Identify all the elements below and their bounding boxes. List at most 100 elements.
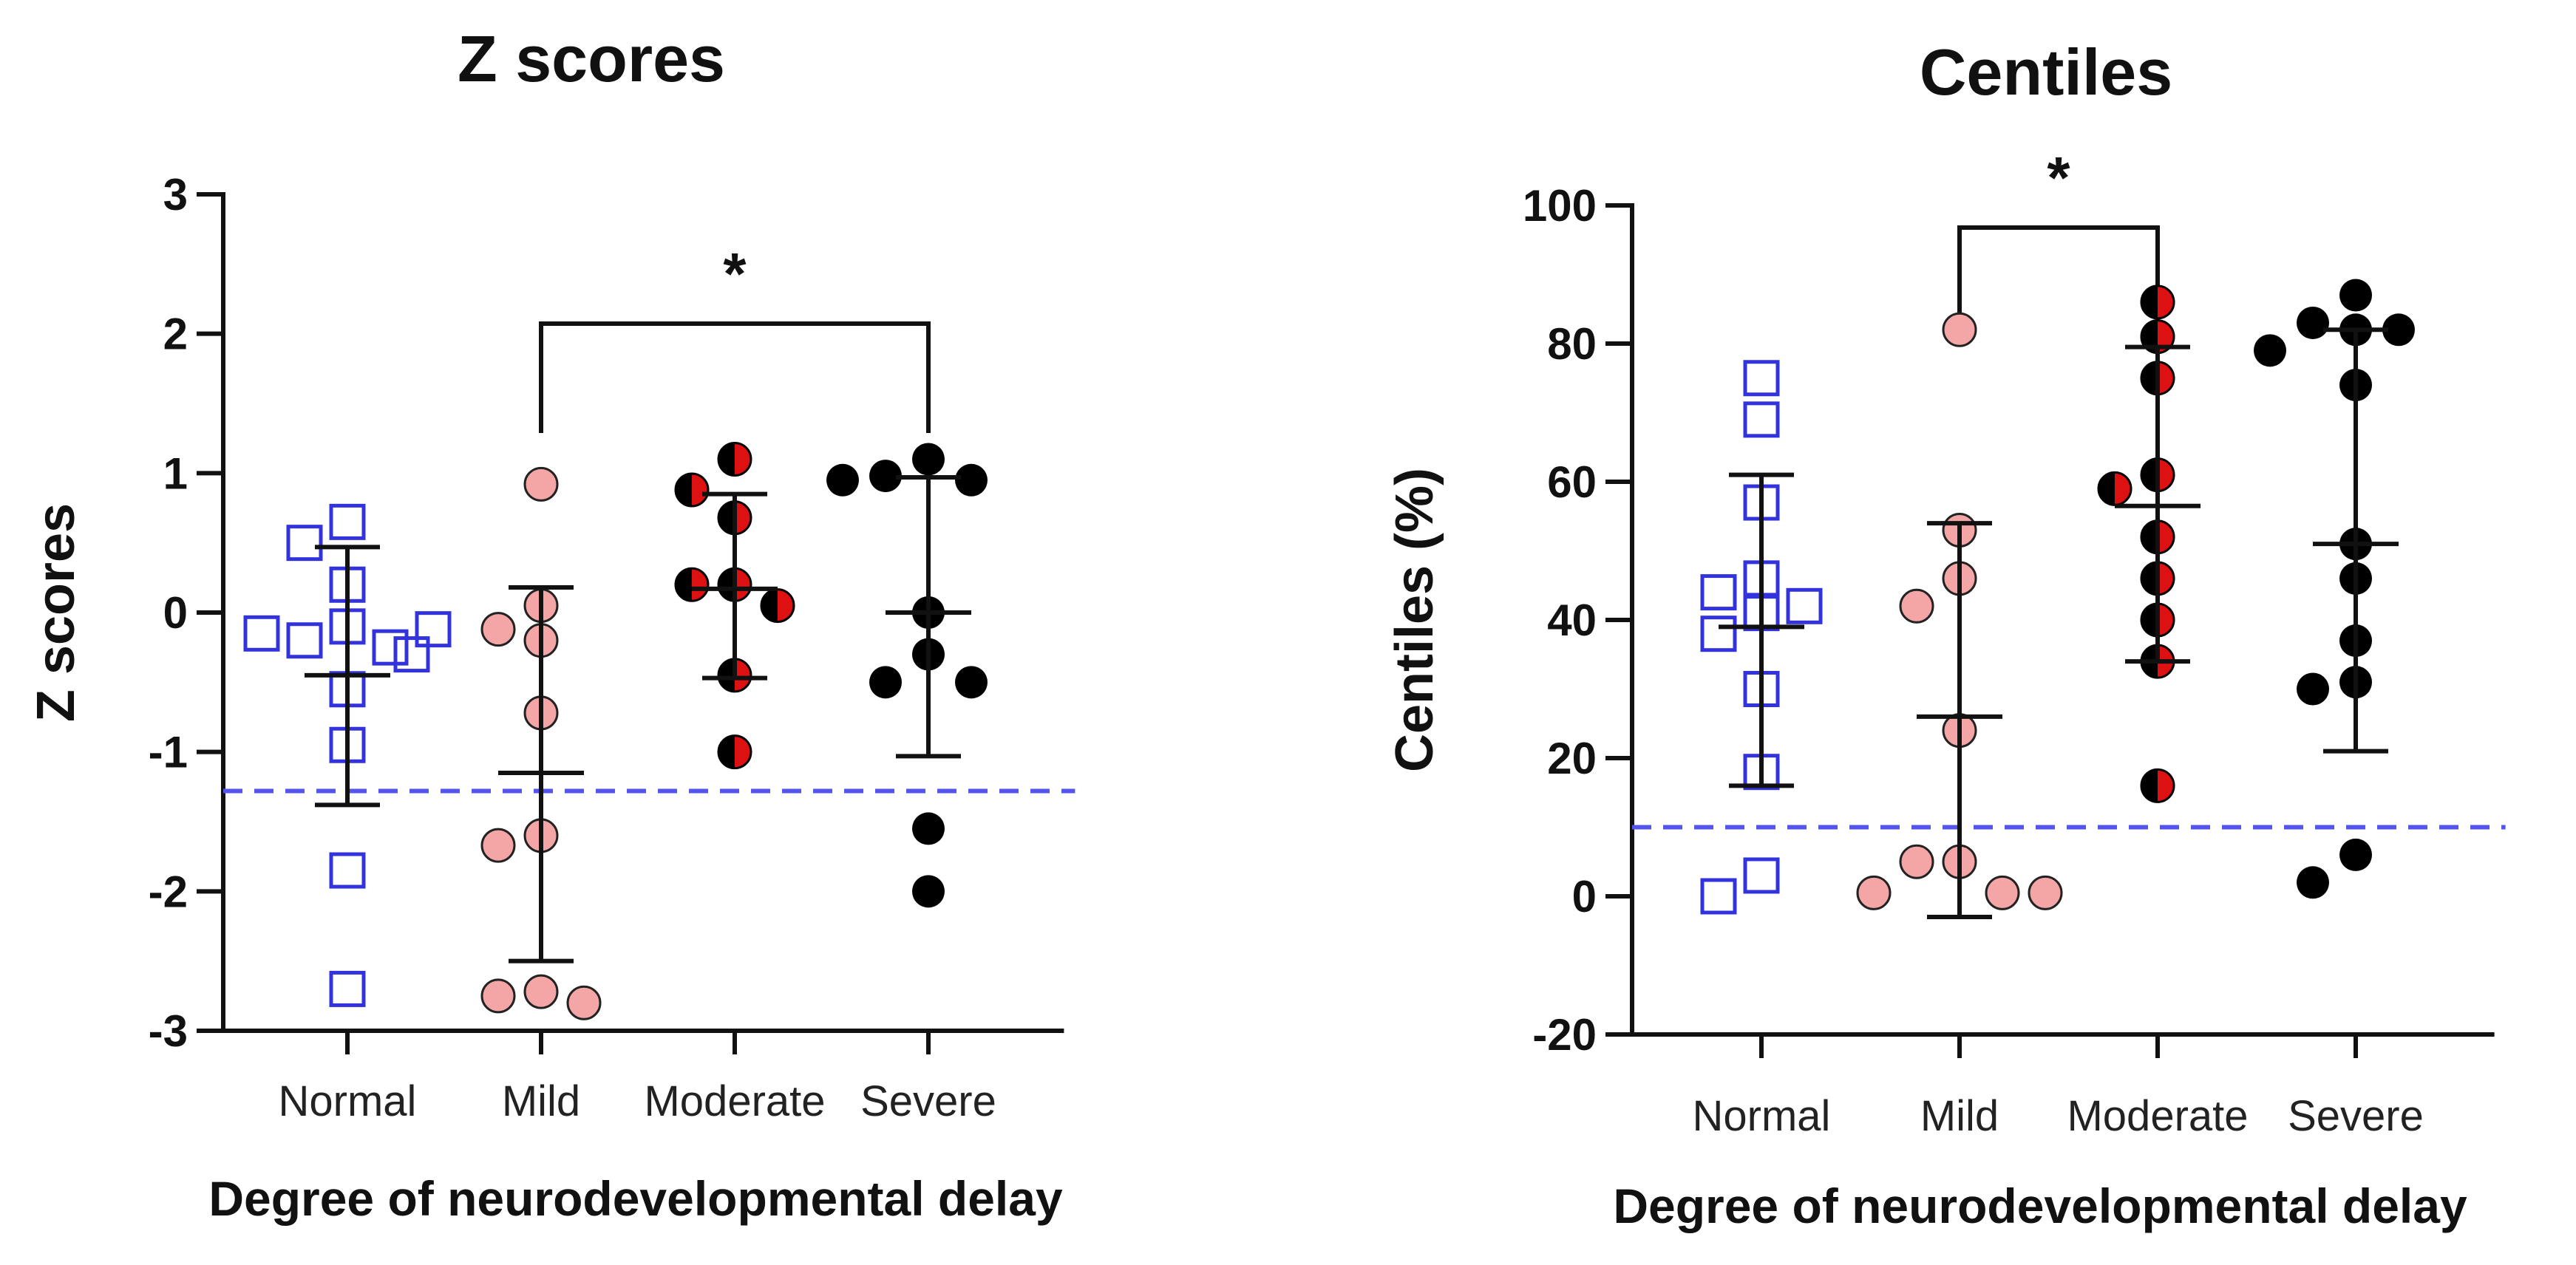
data-point bbox=[393, 636, 430, 673]
significance-star: * bbox=[723, 241, 747, 307]
data-point bbox=[955, 666, 988, 699]
data-point bbox=[912, 443, 945, 476]
data-point bbox=[329, 970, 366, 1007]
series-mild bbox=[1856, 312, 2063, 920]
data-point bbox=[1700, 574, 1737, 611]
data-point-half bbox=[718, 501, 735, 534]
data-point-half bbox=[2141, 562, 2158, 595]
series-normal bbox=[243, 503, 452, 1007]
data-point bbox=[717, 734, 752, 770]
data-point bbox=[480, 978, 516, 1014]
y-axis-title: Z scores bbox=[27, 503, 86, 722]
data-point bbox=[2297, 866, 2329, 899]
data-point bbox=[1786, 587, 1823, 624]
data-point-half bbox=[2141, 604, 2158, 636]
data-point-half bbox=[2141, 769, 2158, 802]
data-point bbox=[2254, 334, 2286, 367]
x-category-label: Mild bbox=[1920, 1092, 1999, 1140]
data-point-half bbox=[2141, 458, 2158, 491]
y-tick-label: 20 bbox=[1547, 734, 1597, 783]
data-point bbox=[2140, 768, 2175, 803]
data-point bbox=[1700, 878, 1737, 915]
data-point bbox=[329, 503, 366, 540]
x-category-label: Moderate bbox=[644, 1077, 825, 1125]
centiles-chart: Centiles Centiles (%) Degree of neurodevel… bbox=[1385, 35, 2506, 1233]
chart-title: Centiles bbox=[1920, 35, 2172, 109]
x-axis-title: Degree of neurodevelopmental delay bbox=[1613, 1179, 2467, 1233]
data-point bbox=[523, 466, 559, 502]
data-point bbox=[523, 974, 559, 1009]
series-normal bbox=[1700, 360, 1823, 915]
y-tick-label: -20 bbox=[1532, 1010, 1597, 1060]
y-tick-label: 1 bbox=[163, 449, 188, 498]
y-tick-label: -3 bbox=[149, 1006, 188, 1056]
data-point bbox=[1700, 616, 1737, 652]
data-point bbox=[2297, 672, 2329, 706]
data-point bbox=[2140, 284, 2175, 320]
data-point bbox=[2297, 306, 2329, 339]
x-category-label: Severe bbox=[2288, 1092, 2424, 1140]
significance-bracket bbox=[539, 321, 931, 433]
data-point bbox=[415, 611, 452, 648]
data-point bbox=[2028, 875, 2063, 910]
y-tick-label: 80 bbox=[1547, 319, 1597, 369]
data-point-half bbox=[2141, 361, 2158, 395]
data-point bbox=[2097, 471, 2132, 506]
data-point bbox=[372, 629, 409, 666]
data-point bbox=[912, 875, 945, 908]
y-tick-label: -2 bbox=[149, 867, 188, 916]
data-point bbox=[717, 441, 752, 477]
y-tick-label: 60 bbox=[1547, 457, 1597, 507]
data-point bbox=[2339, 838, 2372, 871]
significance-bracket bbox=[1957, 225, 2160, 331]
series-mild bbox=[480, 466, 602, 1020]
data-point bbox=[1856, 875, 1892, 910]
data-point-half bbox=[2098, 472, 2115, 505]
series-moderate bbox=[674, 441, 795, 770]
data-point bbox=[566, 985, 602, 1020]
y-tick-label: 2 bbox=[163, 310, 188, 359]
data-point-half bbox=[718, 568, 735, 601]
z-scores-chart: Z scores Z scores Degree of neurodevelopme… bbox=[27, 22, 1075, 1226]
y-tick-label: 100 bbox=[1523, 181, 1597, 231]
data-point bbox=[1942, 312, 1977, 347]
data-point bbox=[1743, 857, 1780, 894]
data-point bbox=[329, 852, 366, 889]
series-severe bbox=[2254, 279, 2415, 899]
data-point bbox=[286, 525, 323, 562]
x-category-label: Moderate bbox=[2067, 1092, 2248, 1140]
data-point-half bbox=[676, 473, 692, 506]
x-axis-title: Degree of neurodevelopmental delay bbox=[208, 1171, 1063, 1226]
data-point-half bbox=[2141, 520, 2158, 553]
y-axis-title: Centiles (%) bbox=[1385, 468, 1444, 772]
data-point-half bbox=[761, 589, 778, 622]
y-tick-label: 40 bbox=[1547, 596, 1597, 645]
y-tick-label: -1 bbox=[149, 728, 188, 777]
data-point-half bbox=[2141, 285, 2158, 318]
data-point bbox=[674, 567, 710, 602]
data-point bbox=[869, 460, 902, 493]
series-moderate bbox=[2097, 284, 2201, 803]
data-point bbox=[826, 463, 859, 497]
data-point-half bbox=[676, 568, 692, 601]
data-point-half bbox=[2141, 320, 2158, 353]
y-tick-label: 0 bbox=[163, 588, 188, 638]
data-point bbox=[869, 666, 902, 699]
significance-star: * bbox=[2047, 145, 2070, 211]
data-point bbox=[480, 828, 516, 863]
data-point bbox=[286, 622, 323, 659]
data-point bbox=[1985, 875, 2020, 910]
x-category-label: Severe bbox=[860, 1077, 996, 1125]
x-category-label: Mild bbox=[502, 1077, 580, 1125]
data-point bbox=[1899, 588, 1934, 624]
data-point-half bbox=[718, 735, 735, 768]
data-point-half bbox=[718, 443, 735, 476]
chart-title: Z scores bbox=[458, 22, 725, 95]
x-category-label: Normal bbox=[279, 1077, 417, 1125]
data-point bbox=[2382, 313, 2415, 347]
data-point bbox=[1899, 844, 1934, 879]
data-point bbox=[243, 615, 280, 652]
y-tick-label: 3 bbox=[163, 170, 188, 219]
data-point bbox=[2339, 279, 2372, 312]
